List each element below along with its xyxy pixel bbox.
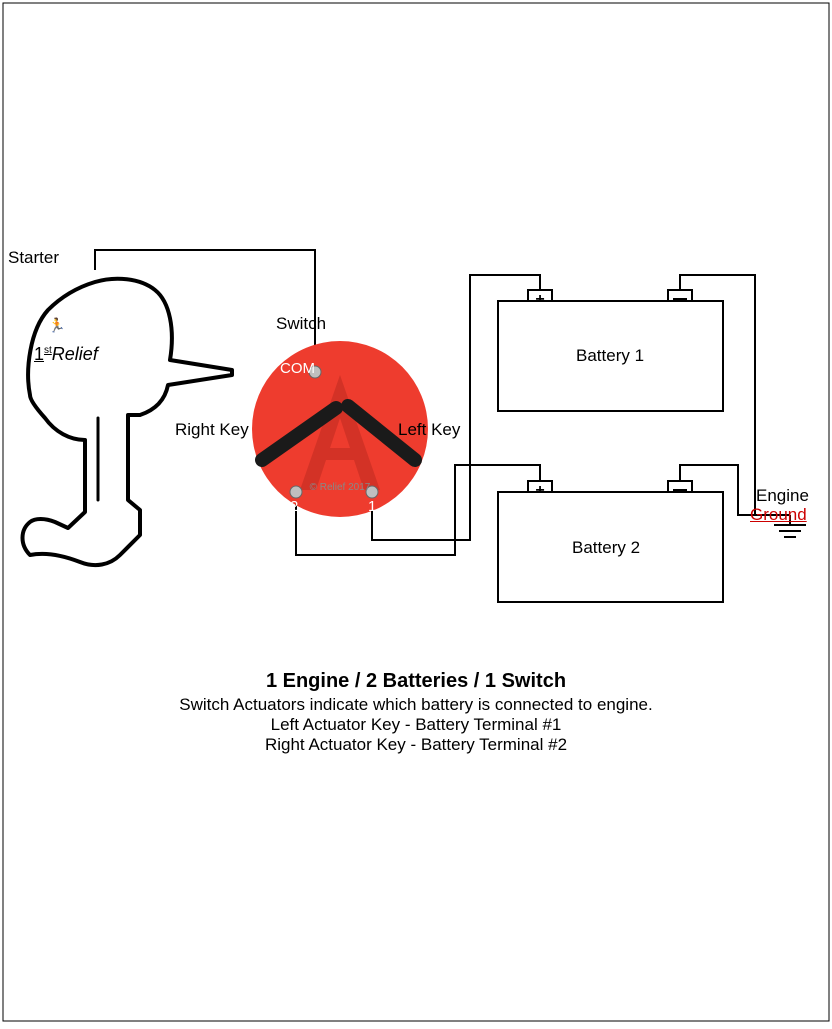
left-key-label: Left Key bbox=[398, 420, 460, 440]
terminal2-label: 2 bbox=[290, 498, 298, 515]
caption-block: 1 Engine / 2 Batteries / 1 Switch Switch… bbox=[0, 670, 832, 755]
starter-label: Starter bbox=[8, 248, 59, 268]
battery1-label: Battery 1 bbox=[576, 346, 644, 366]
runner-glyph: 🏃 bbox=[48, 317, 65, 333]
terminal1-label: 1 bbox=[368, 498, 376, 515]
caption-line2: Left Actuator Key - Battery Terminal #1 bbox=[0, 715, 832, 735]
terminal-2 bbox=[290, 486, 302, 498]
wiring-diagram: + + 🏃 © Relief 2017 Starter 1stRelief Sw… bbox=[0, 0, 832, 1024]
right-key-label: Right Key bbox=[175, 420, 249, 440]
caption-line3: Right Actuator Key - Battery Terminal #2 bbox=[0, 735, 832, 755]
diagram-svg: + + 🏃 © Relief 2017 bbox=[0, 0, 832, 1024]
watermark-text: © Relief 2017 bbox=[310, 482, 371, 493]
relief-label: 1stRelief bbox=[34, 344, 98, 365]
battery2-label: Battery 2 bbox=[572, 538, 640, 558]
ground-label: Ground bbox=[750, 505, 807, 525]
com-label: COM bbox=[280, 360, 315, 377]
caption-title: 1 Engine / 2 Batteries / 1 Switch bbox=[0, 670, 832, 693]
engine-label: Engine bbox=[756, 486, 809, 506]
switch-label: Switch bbox=[276, 314, 326, 334]
caption-line1: Switch Actuators indicate which battery … bbox=[0, 695, 832, 715]
